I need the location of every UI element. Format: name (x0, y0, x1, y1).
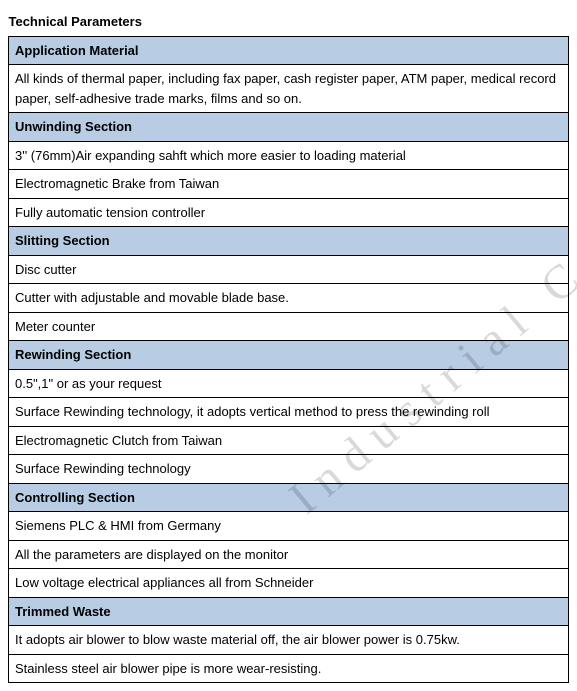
table-row: 3'' (76mm)Air expanding sahft which more… (9, 141, 569, 170)
section-header: Application Material (9, 36, 569, 65)
table-row: 0.5",1" or as your request (9, 369, 569, 398)
table-row: Surface Rewinding technology (9, 455, 569, 484)
table-row: It adopts air blower to blow waste mater… (9, 626, 569, 655)
parameters-table: Technical ParametersApplication Material… (8, 8, 569, 683)
section-header: Unwinding Section (9, 113, 569, 142)
section-header: Rewinding Section (9, 341, 569, 370)
table-row: Surface Rewinding technology, it adopts … (9, 398, 569, 427)
table-row: Low voltage electrical appliances all fr… (9, 569, 569, 598)
table-row: Siemens PLC & HMI from Germany (9, 512, 569, 541)
table-row: Stainless steel air blower pipe is more … (9, 654, 569, 683)
table-row: Cutter with adjustable and movable blade… (9, 284, 569, 313)
table-title: Technical Parameters (9, 8, 569, 36)
table-row: Fully automatic tension controller (9, 198, 569, 227)
section-header: Slitting Section (9, 227, 569, 256)
section-header: Trimmed Waste (9, 597, 569, 626)
table-row: Electromagnetic Clutch from Taiwan (9, 426, 569, 455)
table-row: All the parameters are displayed on the … (9, 540, 569, 569)
table-row: Electromagnetic Brake from Taiwan (9, 170, 569, 199)
table-row: All kinds of thermal paper, including fa… (9, 65, 569, 113)
section-header: Controlling Section (9, 483, 569, 512)
table-row: Disc cutter (9, 255, 569, 284)
table-row: Meter counter (9, 312, 569, 341)
